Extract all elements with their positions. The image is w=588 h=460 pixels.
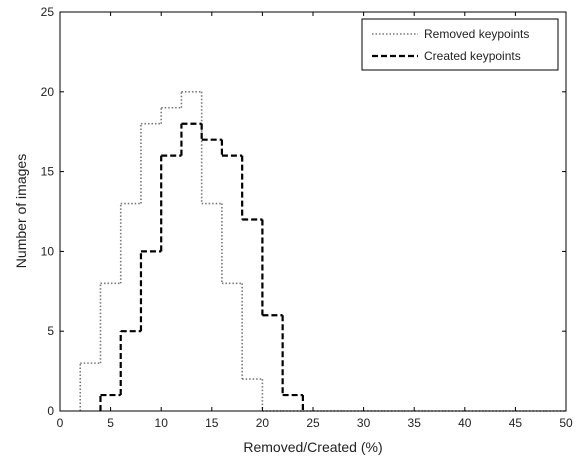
x-tick-label: 35 [408, 416, 422, 430]
tick-layer: 0 5 10 15 20 25 30 35 40 45 50 0 5 10 15 20 25 [41, 5, 573, 430]
legend-label-created: Created keypoints [424, 49, 521, 63]
x-tick-label: 20 [256, 416, 270, 430]
plot-frame [59, 11, 567, 412]
x-tick-label: 15 [205, 416, 219, 430]
x-tick-label: 5 [107, 416, 114, 430]
legend: Removed keypoints Created keypoints [361, 18, 559, 71]
x-axis-label: Removed/Created (%) [243, 439, 382, 455]
x-tick-label: 25 [306, 416, 320, 430]
legend-label-removed: Removed keypoints [424, 27, 529, 41]
y-tick-label: 25 [41, 5, 55, 19]
series-created [99, 122, 304, 411]
y-axis-label: Number of images [13, 154, 29, 268]
x-tick-label: 40 [458, 416, 472, 430]
y-tick-label: 5 [47, 324, 54, 338]
series-removed [79, 91, 566, 412]
y-tick-label: 15 [41, 165, 55, 179]
x-tick-label: 10 [155, 416, 169, 430]
y-tick-label: 0 [47, 404, 54, 418]
series-layer [79, 91, 566, 412]
x-tick-label: 45 [509, 416, 523, 430]
y-tick-label: 10 [41, 244, 55, 258]
plot-area [60, 12, 566, 411]
legend-box [361, 18, 559, 71]
x-tick-label: 50 [559, 416, 573, 430]
x-tick-label: 0 [57, 416, 64, 430]
y-tick-label: 20 [41, 85, 55, 99]
x-tick-label: 30 [357, 416, 371, 430]
